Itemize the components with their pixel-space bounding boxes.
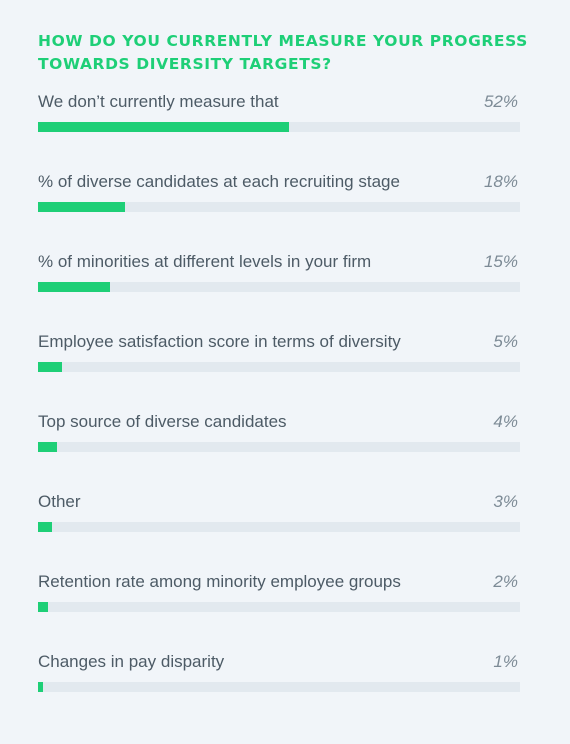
bar-value-label: 3%	[493, 492, 518, 511]
chart-title: How do you currently measure your progre…	[38, 32, 528, 73]
bar-label: Changes in pay disparity	[38, 652, 225, 671]
bar-value-label: 2%	[493, 572, 518, 591]
bar	[38, 522, 53, 532]
bar	[38, 602, 48, 612]
bar-label: Retention rate among minority employee g…	[38, 572, 401, 591]
bar-value-label: 1%	[493, 652, 518, 671]
bar-label: % of diverse candidates at each recruiti…	[38, 172, 400, 191]
bar-row: Top source of diverse candidates 4%	[38, 412, 520, 462]
bar-row: Other 3%	[38, 492, 520, 542]
bar-value-label: 15%	[483, 252, 518, 271]
bar-value-label: 18%	[483, 172, 518, 191]
bar-value-label: 52%	[483, 92, 518, 111]
bar-row: % of diverse candidates at each recruiti…	[38, 172, 520, 222]
bar-label: Employee satisfaction score in terms of …	[38, 332, 401, 351]
bar-track	[38, 202, 520, 212]
bar-track	[38, 602, 520, 612]
bar-label: % of minorities at different levels in y…	[38, 252, 372, 271]
bar	[38, 202, 125, 212]
bar-track	[38, 362, 520, 372]
bar	[38, 442, 58, 452]
bar	[38, 362, 63, 372]
bar-track	[38, 522, 520, 532]
bar-track	[38, 122, 520, 132]
bar-track	[38, 442, 520, 452]
bar-label: Top source of diverse candidates	[38, 412, 287, 431]
bar-value-label: 4%	[493, 412, 518, 431]
bar-row: Retention rate among minority employee g…	[38, 572, 520, 622]
bar-row: Employee satisfaction score in terms of …	[38, 332, 520, 382]
bar-label: We don’t currently measure that	[38, 92, 279, 111]
bar	[38, 282, 111, 292]
bar-value-label: 5%	[493, 332, 518, 351]
bar-track	[38, 682, 520, 692]
bar-row: Changes in pay disparity 1%	[38, 652, 520, 702]
bar-row: % of minorities at different levels in y…	[38, 252, 520, 302]
bar	[38, 122, 289, 132]
bar-track	[38, 282, 520, 292]
bar	[38, 682, 43, 692]
bar-label: Other	[38, 492, 81, 511]
bar-row: We don’t currently measure that 52%	[38, 92, 520, 142]
